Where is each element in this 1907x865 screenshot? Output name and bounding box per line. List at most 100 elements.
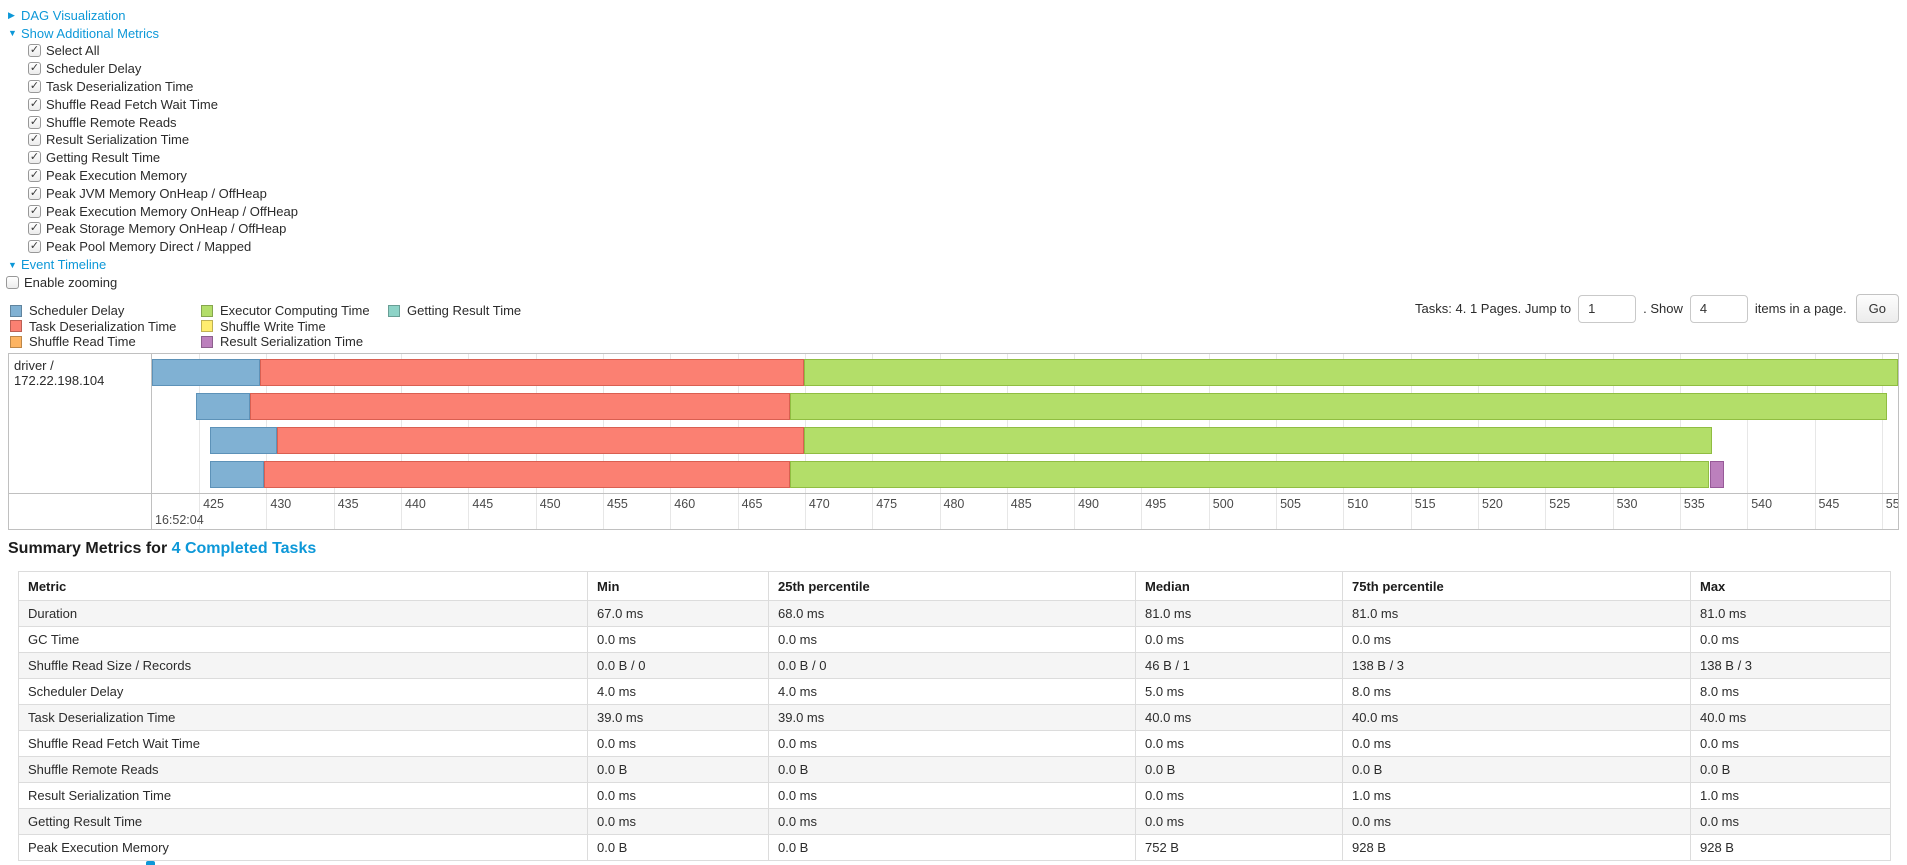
dag-visualization-toggle[interactable]: ▶ DAG Visualization <box>8 6 298 24</box>
metric-value-cell: 0.0 ms <box>587 626 769 653</box>
show-additional-metrics-toggle[interactable]: ▼ Show Additional Metrics <box>8 24 298 42</box>
event-timeline-label: Event Timeline <box>21 257 107 273</box>
metric-value-cell: 8.0 ms <box>1342 678 1691 705</box>
metric-value-cell: 0.0 ms <box>1342 730 1691 757</box>
metric-value-cell: 1.0 ms <box>1690 782 1891 809</box>
scheduler-delay-segment <box>209 461 264 488</box>
task-deserialization-segment <box>250 393 791 420</box>
scheduler-delay-segment <box>152 359 260 386</box>
timeline-bars-area <box>152 354 1898 493</box>
metric-value-cell: 0.0 ms <box>1690 808 1891 835</box>
axis-tick-label: 525 <box>1549 497 1571 511</box>
timeline-task-bar[interactable] <box>152 393 1898 420</box>
result-serialization-swatch-icon <box>201 335 213 348</box>
metric-checkbox[interactable]: ✓ <box>28 204 41 218</box>
metric-checkbox[interactable]: ✓ <box>28 44 41 58</box>
enable-zooming-label: Enable zooming <box>24 274 118 290</box>
metric-checkbox-label: Result Serialization Time <box>46 132 190 148</box>
table-row: Shuffle Remote Reads 0.0 B 0.0 B 0.0 B 0.0 B… <box>18 756 1891 783</box>
table-header-cell[interactable]: Max <box>1690 571 1891 601</box>
timeline-task-bar[interactable] <box>152 359 1898 386</box>
axis-tick-label: 435 <box>337 497 359 511</box>
stage-page-controls: ▶ DAG Visualization ▼ Show Additional Me… <box>6 6 298 291</box>
metric-value-cell: 0.0 ms <box>1690 626 1891 653</box>
metric-value-cell: 928 B <box>1342 834 1691 861</box>
legend-item: Executor Computing Time <box>201 303 388 319</box>
jump-to-page-input[interactable] <box>1578 294 1637 323</box>
metric-value-cell: 81.0 ms <box>1135 600 1343 627</box>
metric-value-cell: 0.0 ms <box>1342 808 1691 835</box>
axis-tick-label: 535 <box>1683 497 1705 511</box>
metric-checkbox[interactable]: ✓ <box>28 115 41 129</box>
metric-checkbox[interactable]: ✓ <box>28 133 41 147</box>
legend-item-label: Shuffle Read Time <box>29 334 136 350</box>
metric-value-cell: 67.0 ms <box>587 600 769 627</box>
task-deserialization-segment <box>259 359 804 386</box>
legend-item-label: Task Deserialization Time <box>29 318 177 334</box>
timeline-task-bar[interactable] <box>152 427 1898 454</box>
pagination-mid-text: . Show <box>1643 301 1683 316</box>
metric-checkbox[interactable]: ✓ <box>28 62 41 76</box>
table-header-cell[interactable]: Median <box>1135 571 1343 601</box>
metric-checkbox[interactable]: ✓ <box>28 222 41 236</box>
metric-checkbox-row: ✓ Select All <box>28 42 298 60</box>
metric-name-cell: Shuffle Remote Reads <box>18 756 588 783</box>
metric-value-cell: 0.0 ms <box>587 730 769 757</box>
metric-checkbox-label: Scheduler Delay <box>46 61 142 77</box>
axis-tick-label: 520 <box>1482 497 1503 511</box>
legend-column: Getting Result Time <box>388 303 521 350</box>
metric-checkbox[interactable]: ✓ <box>28 240 41 254</box>
table-header-cell[interactable]: 75th percentile <box>1342 571 1691 601</box>
metric-value-cell: 40.0 ms <box>1135 704 1343 731</box>
additional-metrics-checkbox-list: ✓ Select All ✓ Scheduler Delay ✓ Task Deseria… <box>28 42 298 256</box>
metric-checkbox[interactable]: ✓ <box>28 186 41 200</box>
metric-checkbox-row: ✓ Result Serialization Time <box>28 131 298 149</box>
metric-checkbox[interactable]: ✓ <box>28 151 41 165</box>
metric-value-cell: 81.0 ms <box>1690 600 1891 627</box>
table-row: Duration 67.0 ms 68.0 ms 81.0 ms 81.0 ms 81.0… <box>18 600 1891 627</box>
table-row: Task Deserialization Time 39.0 ms 39.0 ms 4… <box>18 704 1891 731</box>
legend-item-label: Shuffle Write Time <box>220 318 326 334</box>
table-header-cell[interactable]: Metric <box>18 571 588 601</box>
axis-tick-label: 515 <box>1414 497 1436 511</box>
metric-checkbox[interactable]: ✓ <box>28 79 41 93</box>
metric-checkbox[interactable]: ✓ <box>28 97 41 111</box>
axis-tick-label: 490 <box>1078 497 1099 511</box>
event-timeline-toggle[interactable]: ▼ Event Timeline <box>8 256 298 274</box>
timeline-gridline <box>1747 354 1749 529</box>
metric-name-cell: Shuffle Read Size / Records <box>18 652 588 679</box>
table-row: GC Time 0.0 ms 0.0 ms 0.0 ms 0.0 ms 0.0 ms <box>18 626 1891 653</box>
metric-name-cell: Duration <box>18 600 588 627</box>
executor-computing-segment <box>790 461 1710 488</box>
metric-value-cell: 39.0 ms <box>768 704 1136 731</box>
metric-value-cell: 0.0 ms <box>587 808 769 835</box>
metric-value-cell: 4.0 ms <box>587 678 769 705</box>
metric-checkbox[interactable]: ✓ <box>28 168 41 182</box>
dag-visualization-label: DAG Visualization <box>21 7 126 23</box>
timeline-task-bar[interactable] <box>152 461 1898 488</box>
metric-checkbox-row: ✓ Shuffle Remote Reads <box>28 113 298 131</box>
metric-value-cell: 1.0 ms <box>1342 782 1691 809</box>
metric-value-cell: 0.0 B <box>1135 756 1343 783</box>
executor-computing-swatch-icon <box>201 304 213 317</box>
metric-checkbox-row: ✓ Task Deserialization Time <box>28 78 298 96</box>
axis-tick-label: 495 <box>1145 497 1167 511</box>
axis-tick-label: 465 <box>741 497 763 511</box>
metric-value-cell: 0.0 ms <box>1135 782 1343 809</box>
table-header-cell[interactable]: 25th percentile <box>768 571 1136 601</box>
metric-value-cell: 0.0 ms <box>1135 808 1343 835</box>
timeline-gridline <box>199 354 201 529</box>
go-button[interactable]: Go <box>1855 294 1899 323</box>
scheduler-delay-segment <box>209 427 278 454</box>
items-per-page-input[interactable] <box>1689 294 1748 323</box>
completed-tasks-link[interactable]: 4 Completed Tasks <box>171 540 317 557</box>
table-header-cell[interactable]: Min <box>587 571 769 601</box>
metric-checkbox-label: Getting Result Time <box>46 150 161 166</box>
legend-item-label: Result Serialization Time <box>220 334 364 350</box>
metric-value-cell: 0.0 ms <box>768 626 1136 653</box>
enable-zooming-checkbox[interactable] <box>6 275 19 289</box>
metric-value-cell: 0.0 B <box>768 834 1136 861</box>
axis-tick-label: 445 <box>472 497 494 511</box>
metric-value-cell: 4.0 ms <box>768 678 1136 705</box>
metric-value-cell: 752 B <box>1135 834 1343 861</box>
